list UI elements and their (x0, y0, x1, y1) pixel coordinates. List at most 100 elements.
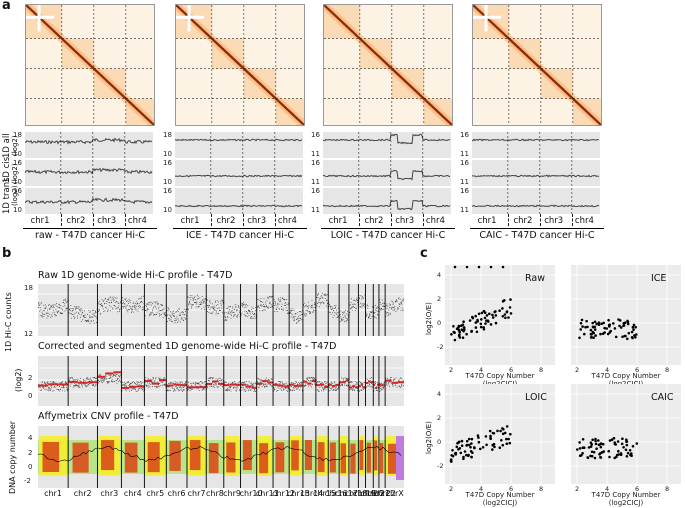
xtick: 8 (539, 485, 544, 493)
scatter-name-3: CAIC (651, 392, 674, 403)
scatter-xlabel: T47D Copy Number (591, 372, 661, 380)
chr-label-chr5: chr5 (146, 489, 165, 498)
chr-label-chr2: chr2 (513, 216, 533, 226)
track-tick-bottom: 11 (311, 150, 320, 158)
track-tick-top: 16 (460, 159, 469, 167)
xtick: 2 (449, 485, 454, 493)
corrected-tick-bottom: 0 (28, 392, 33, 400)
chr-label-chr3: chr3 (97, 216, 117, 226)
cnv-tick-4: 4 (28, 434, 33, 442)
xtick: 8 (665, 485, 670, 493)
chr-label-chr14: chr14 (300, 489, 324, 498)
raw-profile-track (38, 284, 405, 336)
scatter-name-0: Raw (525, 273, 545, 284)
chr-label-chr4: chr4 (574, 216, 594, 226)
chr-label-chr10: chr10 (239, 489, 263, 498)
chr-label-chr22: chr22 (373, 489, 396, 498)
chr-label-chr9: chr9 (223, 489, 241, 498)
chr-divider (242, 214, 244, 226)
corrected-tick-top: 2 (28, 374, 33, 382)
scatter-0 (445, 265, 555, 365)
cnv-tick-0: 0 (28, 463, 33, 471)
scatter-1 (571, 265, 681, 365)
hic-counts-ylabel-log: (log2) (14, 368, 23, 392)
xtick: 4 (479, 485, 484, 493)
track-tick-top: 16 (311, 159, 320, 167)
raw-tick-top: 18 (24, 284, 33, 292)
chr-label-chr2: chr2 (216, 216, 236, 226)
hic-heatmap-0 (23, 2, 156, 127)
chr-label-chr12: chr12 (272, 489, 296, 498)
ytick: 4 (437, 390, 442, 398)
track-tick-bottom: 11 (311, 178, 320, 186)
hic-counts-ylabel: 1D Hi-C counts (4, 292, 13, 352)
panel-caption-2: LOIC - T47D cancer Hi-C (321, 228, 455, 241)
chr-label-chr3: chr3 (100, 489, 119, 498)
track-tick-bottom: 10 (163, 206, 172, 214)
xtick: 2 (449, 366, 454, 374)
chr-label-chr1: chr1 (30, 216, 50, 226)
chr-label-chr2: chr2 (66, 216, 86, 226)
panel-a-label: a (2, 0, 11, 13)
chr-divider (507, 214, 509, 226)
xtick: 4 (605, 485, 610, 493)
chr-label-chr1: chr1 (180, 216, 200, 226)
track-tick-bottom: 11 (460, 178, 469, 186)
track-tick-bottom: 10 (13, 150, 22, 158)
chr-label-chr2: chr2 (364, 216, 384, 226)
dna-copy-number-ylabel: DNA copy number (8, 420, 17, 494)
track-0-2 (24, 188, 153, 214)
track-tick-top: 18 (13, 131, 22, 139)
track-tick-top: 16 (460, 131, 469, 139)
track-2-0 (322, 132, 451, 158)
cnv-tick-neg2: -2 (24, 477, 31, 485)
track-0-1 (24, 160, 153, 186)
scatter-xlabel: T47D Copy Number (465, 372, 535, 380)
track-tick-top: 16 (163, 159, 172, 167)
track-2-1 (322, 160, 451, 186)
chr-label-chr4: chr4 (123, 489, 142, 498)
chr-label-chr7: chr7 (187, 489, 206, 498)
track-tick-bottom: 11 (460, 206, 469, 214)
chr-divider (390, 214, 392, 226)
cnv-profile-title: Affymetrix CNV profile - T47D (38, 411, 179, 422)
chr-label-chr16: chr16 (324, 489, 348, 498)
chr-divider (92, 214, 94, 226)
track-tick-top: 16 (311, 187, 320, 195)
chr-label-chr17: chr17 (335, 489, 358, 498)
track-tick-top: 16 (311, 131, 320, 139)
scatter-ylabel: log2(O/E) (425, 302, 433, 335)
chr-divider (124, 214, 126, 226)
xtick: 8 (539, 366, 544, 374)
xtick: 4 (479, 366, 484, 374)
track-row-label-3: (log2) (11, 163, 19, 184)
track-1-1 (174, 160, 303, 186)
chr-divider (60, 214, 62, 226)
chr-label-chr6: chr6 (167, 489, 186, 498)
chr-divider (422, 214, 424, 226)
chr-label-chr4: chr4 (127, 216, 147, 226)
scatter-name-1: ICE (651, 273, 667, 284)
chr-label-chrX: chrX (385, 489, 404, 498)
ytick: 2 (437, 414, 442, 422)
ytick: 2 (437, 295, 442, 303)
chr-label-chr20: chr20 (360, 489, 384, 498)
xtick: 6 (635, 366, 640, 374)
scatter-xlabel2: (log2CICJ) (608, 499, 644, 507)
xtick: 6 (509, 366, 514, 374)
hic-heatmap-1 (173, 2, 306, 127)
chr-label-chr1: chr1 (477, 216, 497, 226)
chr-label-chr1: chr1 (328, 216, 348, 226)
track-tick-top: 16 (163, 187, 172, 195)
ytick: -2 (437, 343, 444, 351)
track-1-0 (174, 132, 303, 158)
ytick: 0 (437, 438, 442, 446)
chr-label-chr18: chr18 (344, 489, 368, 498)
chr-divider (358, 214, 360, 226)
track-tick-bottom: 10 (163, 178, 172, 186)
track-row-label-5: (log2) (11, 185, 19, 206)
chr-label-chr21: chr21 (367, 489, 391, 498)
scatter-3 (571, 384, 681, 484)
cnv-tick-2: 2 (28, 449, 33, 457)
chr-divider (539, 214, 541, 226)
